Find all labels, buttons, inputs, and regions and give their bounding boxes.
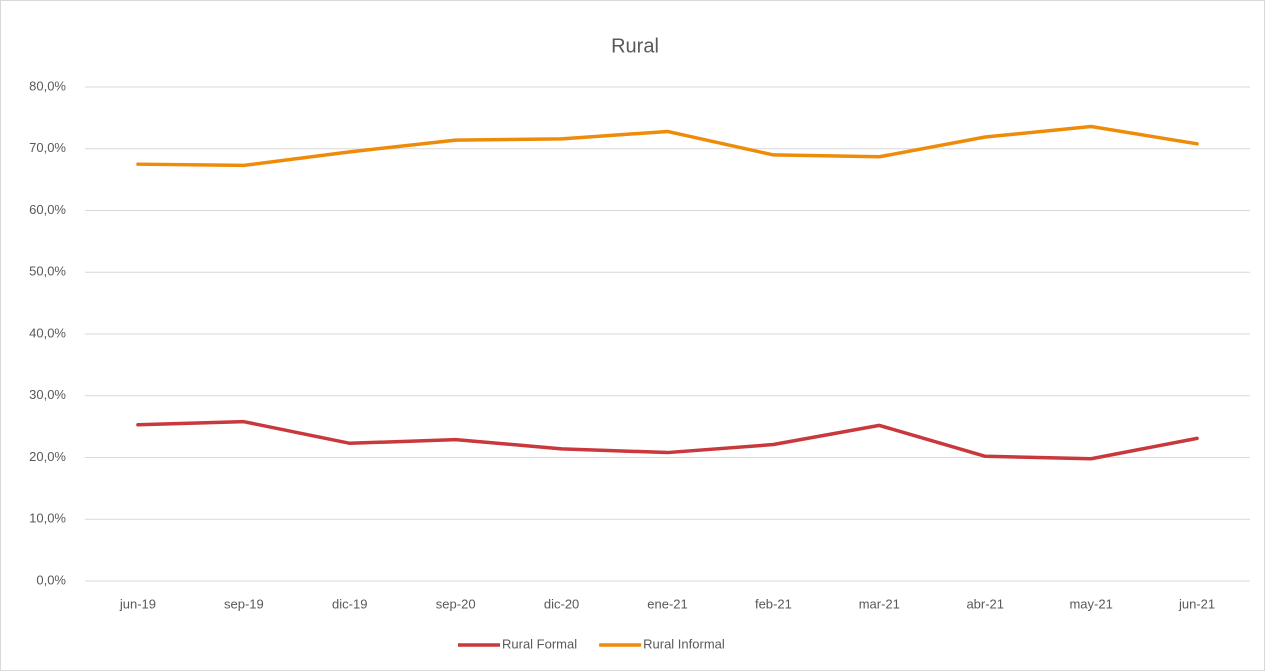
chart-title: Rural	[611, 35, 659, 57]
y-tick-label: 10,0%	[29, 511, 66, 526]
line-series	[136, 124, 1199, 168]
y-tick-label: 70,0%	[29, 140, 66, 155]
x-tick-label: sep-19	[224, 596, 264, 611]
x-tick-label: mar-21	[859, 596, 900, 611]
y-tick-label: 30,0%	[29, 387, 66, 402]
legend-label: Rural Informal	[643, 636, 725, 651]
y-tick-label: 50,0%	[29, 264, 66, 279]
x-tick-label: dic-19	[332, 596, 367, 611]
x-tick-label: sep-20	[436, 596, 476, 611]
y-tick-label: 20,0%	[29, 449, 66, 464]
y-tick-label: 80,0%	[29, 78, 66, 93]
x-tick-label: may-21	[1069, 596, 1112, 611]
line-series	[136, 419, 1199, 461]
x-tick-label: dic-20	[544, 596, 579, 611]
x-tick-label: feb-21	[755, 596, 792, 611]
x-tick-label: jun-21	[1178, 596, 1215, 611]
x-tick-label: ene-21	[647, 596, 687, 611]
x-tick-label: abr-21	[966, 596, 1004, 611]
y-tick-label: 40,0%	[29, 325, 66, 340]
y-tick-label: 60,0%	[29, 202, 66, 217]
legend-label: Rural Formal	[502, 636, 577, 651]
x-tick-label: jun-19	[119, 596, 156, 611]
y-tick-label: 0,0%	[36, 572, 66, 587]
